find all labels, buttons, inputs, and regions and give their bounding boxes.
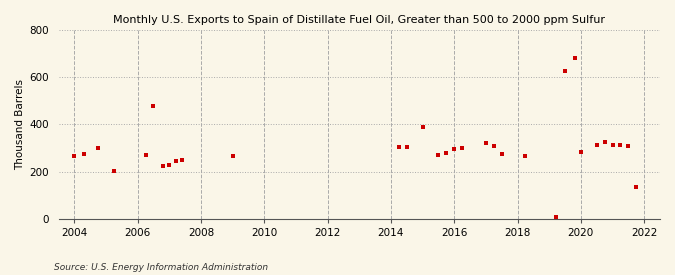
Point [569,56,580,60]
Point [394,145,404,149]
Point [148,103,159,108]
Text: Source: U.S. Energy Information Administration: Source: U.S. Energy Information Administ… [54,263,268,272]
Point [496,152,507,156]
Y-axis label: Thousand Barrels: Thousand Barrels [15,79,25,170]
Point [177,158,188,162]
Point [550,214,561,219]
Point [631,185,642,189]
Point [623,144,634,148]
Point [591,142,602,147]
Point [520,154,531,159]
Point [449,147,460,152]
Point [417,125,428,129]
Point [78,152,89,156]
Point [576,149,587,154]
Point [457,146,468,150]
Point [140,153,151,157]
Point [441,151,452,155]
Point [92,146,103,150]
Title: Monthly U.S. Exports to Spain of Distillate Fuel Oil, Greater than 500 to 2000 p: Monthly U.S. Exports to Spain of Distill… [113,15,605,25]
Point [170,159,181,163]
Point [560,69,570,73]
Point [599,140,610,144]
Point [157,164,168,168]
Point [481,141,491,145]
Point [615,142,626,147]
Point [489,144,500,148]
Point [164,163,175,167]
Point [607,142,618,147]
Point [433,153,443,157]
Point [402,145,412,149]
Point [69,154,80,159]
Point [227,154,238,159]
Point [109,168,119,173]
